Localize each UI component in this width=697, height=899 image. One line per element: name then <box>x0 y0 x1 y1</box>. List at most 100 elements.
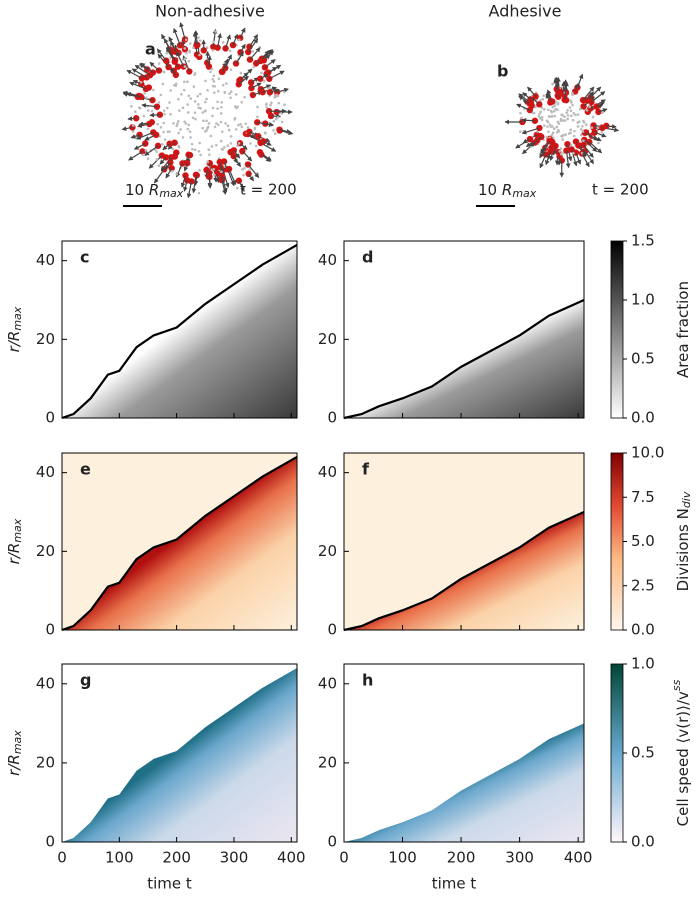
cell <box>558 122 561 125</box>
cell <box>177 98 180 101</box>
cell <box>186 80 189 83</box>
cell <box>221 130 224 133</box>
cell <box>573 135 576 138</box>
y-axis-label: r/Rmax <box>5 518 25 564</box>
y-axis-label: r/Rmax <box>5 306 25 352</box>
cell <box>169 113 172 116</box>
cell <box>158 164 161 167</box>
y-tick-label: 20 <box>36 330 55 348</box>
cell <box>215 122 218 125</box>
cell <box>547 130 550 133</box>
cell <box>189 130 192 133</box>
y-axis-label: r/Rmax <box>5 730 25 776</box>
cell <box>280 112 283 115</box>
cell <box>198 169 201 172</box>
colorbar-label-main: Cell speed ⟨v(r)⟩/v <box>674 691 692 826</box>
cell <box>273 96 276 99</box>
colorbar-tick-label: 1.5 <box>631 232 655 250</box>
cell <box>233 118 236 121</box>
cell <box>586 109 589 112</box>
panel-label: g <box>80 671 91 690</box>
cell <box>281 121 284 124</box>
x-tick-label: 400 <box>277 849 306 867</box>
cell <box>162 83 165 86</box>
cell <box>210 168 213 171</box>
cell <box>182 107 185 110</box>
cell <box>573 130 576 133</box>
cell <box>187 111 190 114</box>
cell <box>205 119 208 122</box>
colorbar <box>611 664 623 842</box>
colorbar-tick-label: 1.0 <box>631 291 655 309</box>
cell <box>283 103 286 106</box>
cell <box>249 168 252 171</box>
cell <box>567 114 570 117</box>
cell <box>193 73 196 76</box>
y-tick-label: 20 <box>318 330 337 348</box>
cell <box>175 173 178 176</box>
y-label-main: r/R <box>5 754 23 776</box>
scale-number: 10 <box>478 181 497 199</box>
cell <box>542 98 545 101</box>
cell <box>242 174 245 177</box>
cell <box>564 119 567 122</box>
cell <box>546 119 549 122</box>
cell <box>204 80 207 83</box>
cell <box>182 136 185 139</box>
cell <box>552 131 555 134</box>
cell <box>198 150 201 153</box>
cell <box>183 47 186 50</box>
cell <box>160 94 163 97</box>
velocity-arrow <box>127 70 142 78</box>
cell <box>277 116 280 119</box>
cell <box>243 96 246 99</box>
scale-label: 10 Rmax <box>478 181 537 201</box>
cell <box>211 68 214 71</box>
cell <box>601 111 604 114</box>
cell <box>220 101 223 104</box>
cell <box>201 111 204 114</box>
cell <box>272 120 275 123</box>
velocity-arrow <box>150 115 160 116</box>
cell <box>132 124 135 127</box>
cell <box>205 129 208 132</box>
cell <box>197 103 200 106</box>
velocity-arrow <box>150 62 159 70</box>
cell <box>188 60 191 63</box>
cell <box>568 132 571 135</box>
cell <box>158 101 161 104</box>
cell <box>579 108 582 111</box>
cell <box>237 124 240 127</box>
cell <box>591 126 594 129</box>
colorbar-tick-label: 0.0 <box>631 833 655 851</box>
cell <box>185 38 188 41</box>
cell <box>192 46 195 49</box>
cell <box>551 125 554 128</box>
cell <box>238 39 241 42</box>
y-tick-label: 20 <box>36 542 55 560</box>
cell <box>140 81 143 84</box>
cell <box>229 49 232 52</box>
cell <box>162 131 165 134</box>
cell <box>189 136 192 139</box>
scale-subscript: max <box>512 187 536 200</box>
cell <box>520 117 523 120</box>
cell <box>223 91 226 94</box>
colorbar-label-superscript: ss <box>670 679 683 691</box>
colorbar <box>611 453 623 630</box>
colorbar-label: Cell speed ⟨v(r)⟩/vss <box>670 679 692 826</box>
velocity-arrow <box>522 120 535 121</box>
cell <box>570 110 573 113</box>
y-label-subscript: max <box>11 306 24 330</box>
y-label-main: r/R <box>5 331 23 353</box>
cell <box>220 112 223 115</box>
cell <box>557 129 560 132</box>
cell <box>177 120 180 123</box>
velocity-arrow <box>128 118 136 119</box>
cell <box>533 112 536 115</box>
cell <box>235 107 238 110</box>
cell <box>572 119 575 122</box>
time-label: t = 200 <box>240 181 297 199</box>
cell <box>543 124 546 127</box>
